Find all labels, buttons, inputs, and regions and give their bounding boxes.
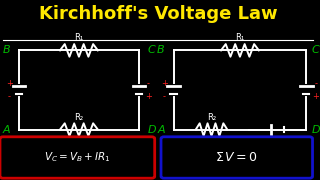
Text: B: B xyxy=(3,45,10,55)
Text: +: + xyxy=(6,79,13,88)
Text: +: + xyxy=(161,79,168,88)
Text: C: C xyxy=(312,45,320,55)
Text: R₁: R₁ xyxy=(235,33,244,42)
Text: +: + xyxy=(312,92,319,101)
Text: +: + xyxy=(145,92,152,101)
Text: R₂: R₂ xyxy=(74,112,84,122)
Text: -: - xyxy=(8,92,11,101)
Text: +: + xyxy=(287,136,294,145)
Text: -: - xyxy=(314,79,317,88)
Text: Kirchhoff's Voltage Law: Kirchhoff's Voltage Law xyxy=(38,5,277,23)
FancyBboxPatch shape xyxy=(161,137,313,178)
Text: C: C xyxy=(148,45,156,55)
Text: -: - xyxy=(264,136,267,145)
Text: D: D xyxy=(147,125,156,135)
Text: E: E xyxy=(246,137,253,147)
Text: -: - xyxy=(163,92,166,101)
FancyBboxPatch shape xyxy=(0,137,155,178)
Text: D: D xyxy=(311,125,320,135)
Text: R₂: R₂ xyxy=(207,112,216,122)
Text: B: B xyxy=(157,45,165,55)
Text: A: A xyxy=(157,125,165,135)
Text: R₁: R₁ xyxy=(74,33,84,42)
Text: $V_C = V_B + IR_1$: $V_C = V_B + IR_1$ xyxy=(44,151,111,164)
Text: $\Sigma\, V = 0$: $\Sigma\, V = 0$ xyxy=(215,151,258,164)
Text: A: A xyxy=(3,125,10,135)
Text: -: - xyxy=(147,79,150,88)
